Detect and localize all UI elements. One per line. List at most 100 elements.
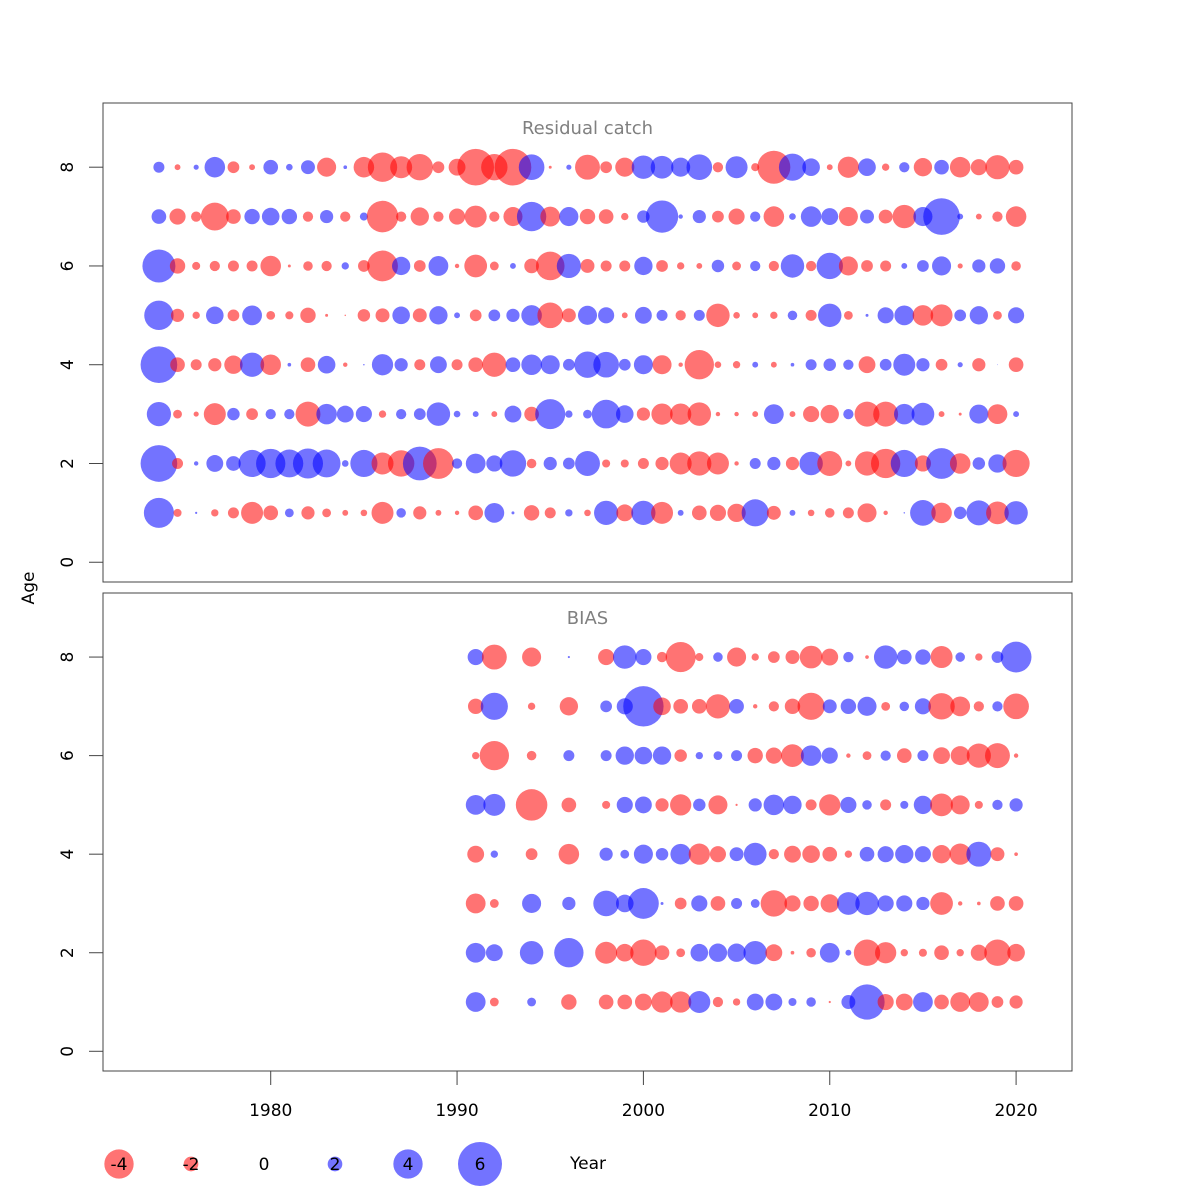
residual-bubble xyxy=(957,263,963,269)
residual-bubble xyxy=(527,702,536,711)
residual-bubble xyxy=(537,302,564,329)
x-tick-label: 1990 xyxy=(435,1101,478,1121)
residual-bubble xyxy=(414,359,426,371)
residual-bubble xyxy=(340,211,351,222)
residual-bubble xyxy=(751,653,759,661)
residual-bubble xyxy=(548,165,552,169)
legend-label: -4 xyxy=(111,1155,128,1175)
residual-bubble xyxy=(877,895,894,912)
residual-bubble xyxy=(559,207,579,227)
residual-bubble xyxy=(558,843,580,865)
residual-bubble xyxy=(862,751,872,761)
legend-label: 0 xyxy=(259,1155,270,1175)
residual-bubble xyxy=(432,161,445,174)
residual-bubble xyxy=(360,509,368,517)
residual-bubble xyxy=(242,305,262,326)
residual-bubble xyxy=(692,209,706,224)
residual-bubble xyxy=(342,509,349,516)
residual-bubble xyxy=(325,313,329,317)
residual-bubble xyxy=(997,364,998,366)
residual-bubble xyxy=(300,307,316,324)
residual-bubble xyxy=(1011,261,1021,271)
residual-bubble xyxy=(593,890,619,917)
residual-bubble xyxy=(413,260,426,272)
residual-bubble xyxy=(621,312,628,319)
residual-bubble xyxy=(367,250,398,282)
residual-bubble xyxy=(818,303,842,328)
residual-bubble xyxy=(227,161,240,174)
residual-bubble xyxy=(933,747,950,765)
residual-bubble xyxy=(778,153,807,181)
residual-bubble xyxy=(970,944,987,961)
residual-bubble xyxy=(146,402,172,427)
legend-bubble xyxy=(183,1156,199,1172)
residual-bubble xyxy=(300,357,316,373)
residual-bubble xyxy=(690,943,709,962)
residual-bubble xyxy=(302,211,314,222)
residual-bubble xyxy=(789,213,796,220)
residual-bubble xyxy=(714,361,722,369)
residual-bubble xyxy=(169,208,186,225)
residual-bubble xyxy=(448,208,466,225)
residual-bubble xyxy=(708,795,728,815)
residual-bubble xyxy=(990,847,1005,862)
y-tick-label: 2 xyxy=(58,458,78,469)
residual-bubble xyxy=(974,800,983,809)
residual-bubble xyxy=(803,406,820,423)
y-tick-label: 4 xyxy=(58,849,78,860)
residual-bubble xyxy=(838,207,858,227)
residual-bubble xyxy=(429,356,447,374)
residual-bubble xyxy=(563,750,575,762)
residual-bubble xyxy=(934,945,949,961)
residual-bubble xyxy=(749,457,761,469)
residual-bubble xyxy=(862,800,872,810)
residual-bubble xyxy=(881,701,891,711)
residual-bubble xyxy=(1014,852,1018,857)
residual-bubble xyxy=(930,892,953,915)
residual-bubble xyxy=(396,211,407,222)
residual-bubble xyxy=(396,408,407,420)
residual-bubble xyxy=(634,796,652,814)
residual-bubble xyxy=(752,312,759,319)
residual-bubble xyxy=(768,701,779,712)
residual-bubble xyxy=(482,352,507,377)
residual-bubble xyxy=(412,308,427,323)
legend-label: 6 xyxy=(475,1155,486,1175)
residual-bubble xyxy=(426,402,451,426)
residual-bubble xyxy=(1007,943,1025,962)
residual-bubble xyxy=(883,510,888,516)
legend-bubble xyxy=(327,1156,343,1172)
residual-bubble xyxy=(928,693,955,720)
residual-bubble xyxy=(713,751,723,761)
residual-bubble xyxy=(934,159,949,175)
residual-bubble xyxy=(481,644,507,670)
residual-bubble xyxy=(753,704,758,709)
residual-bubble xyxy=(617,994,633,1010)
residual-bubble xyxy=(593,351,619,378)
residual-bubble xyxy=(227,309,240,322)
residual-bubble xyxy=(890,449,918,478)
residual-bubble xyxy=(203,403,226,426)
residual-bubble xyxy=(768,260,779,272)
residual-bubble xyxy=(950,992,971,1012)
residual-bubble xyxy=(725,156,748,179)
residual-bubble xyxy=(371,452,394,475)
residual-bubble xyxy=(341,262,349,270)
residual-bubble xyxy=(316,403,337,425)
residual-bubble xyxy=(923,198,960,235)
residual-bubble xyxy=(709,846,727,863)
residual-bubble xyxy=(651,403,673,425)
residual-bubble xyxy=(140,445,178,482)
residual-bubble xyxy=(489,211,500,222)
residual-bubble xyxy=(949,453,971,474)
residual-bubble xyxy=(140,346,178,384)
residual-bubble xyxy=(633,355,653,375)
residual-bubble xyxy=(688,991,711,1014)
residual-bubble xyxy=(191,211,202,222)
residual-bubble xyxy=(391,256,411,276)
residual-bubble xyxy=(844,850,853,858)
residual-bubble xyxy=(913,992,933,1012)
residual-bubble xyxy=(522,893,542,913)
residual-bubble xyxy=(767,456,781,471)
residual-bubble xyxy=(984,743,1010,769)
